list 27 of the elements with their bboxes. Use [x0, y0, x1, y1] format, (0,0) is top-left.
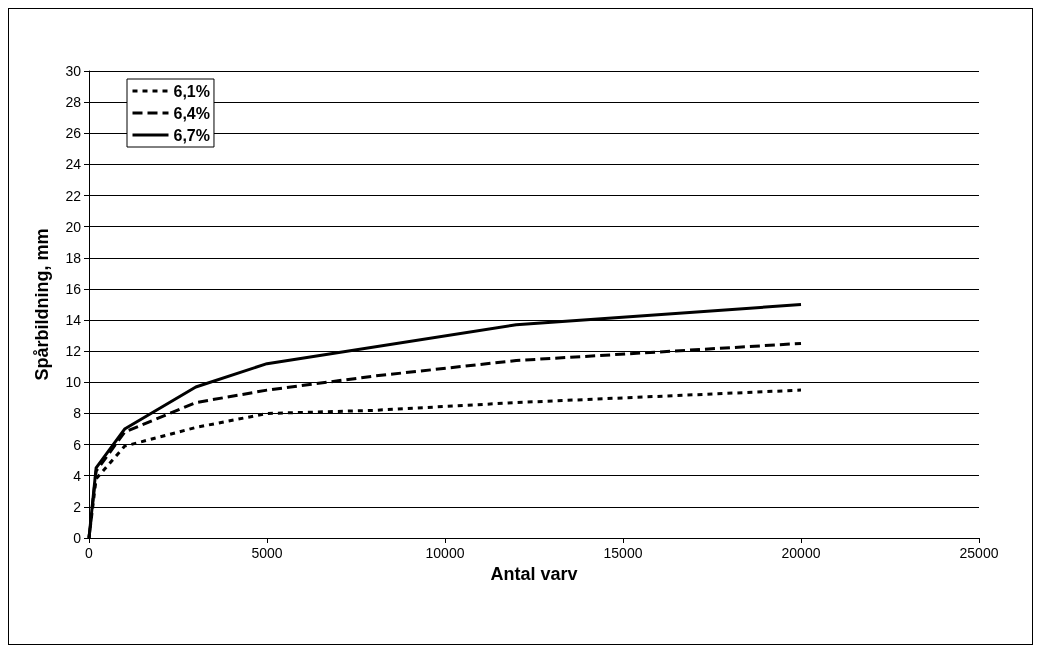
y-tick-label: 2 [73, 498, 82, 515]
y-tick-label: 12 [65, 343, 82, 360]
y-tick-label: 8 [73, 405, 82, 422]
y-axis-title: Spårbildning, mm [32, 228, 52, 381]
x-tick-label: 5000 [251, 545, 283, 561]
legend-label: 6,7% [173, 126, 210, 144]
y-tick-label: 10 [65, 374, 82, 391]
y-tick-label: 16 [65, 280, 82, 297]
x-tick-label: 15000 [603, 545, 643, 561]
x-tick-label: 20000 [781, 545, 821, 561]
y-tick-label: 28 [65, 94, 82, 111]
legend-label: 6,1% [173, 82, 210, 100]
x-tick-label: 0 [85, 545, 94, 561]
y-tick-label: 6 [73, 436, 82, 453]
y-tick-label: 18 [65, 249, 82, 266]
y-tick-label: 24 [65, 156, 82, 173]
x-tick-label: 10000 [425, 545, 465, 561]
y-tick-label: 20 [65, 218, 82, 235]
x-tick-label: 25000 [959, 545, 999, 561]
y-tick-label: 4 [73, 467, 82, 484]
y-tick-label: 26 [65, 125, 82, 142]
y-tick-label: 22 [65, 187, 82, 204]
y-tick-label: 14 [65, 312, 82, 329]
y-tick-label: 30 [65, 63, 82, 79]
x-axis-title: Antal varv [490, 563, 578, 584]
y-tick-label: 0 [73, 530, 82, 546]
legend-label: 6,4% [173, 104, 210, 122]
